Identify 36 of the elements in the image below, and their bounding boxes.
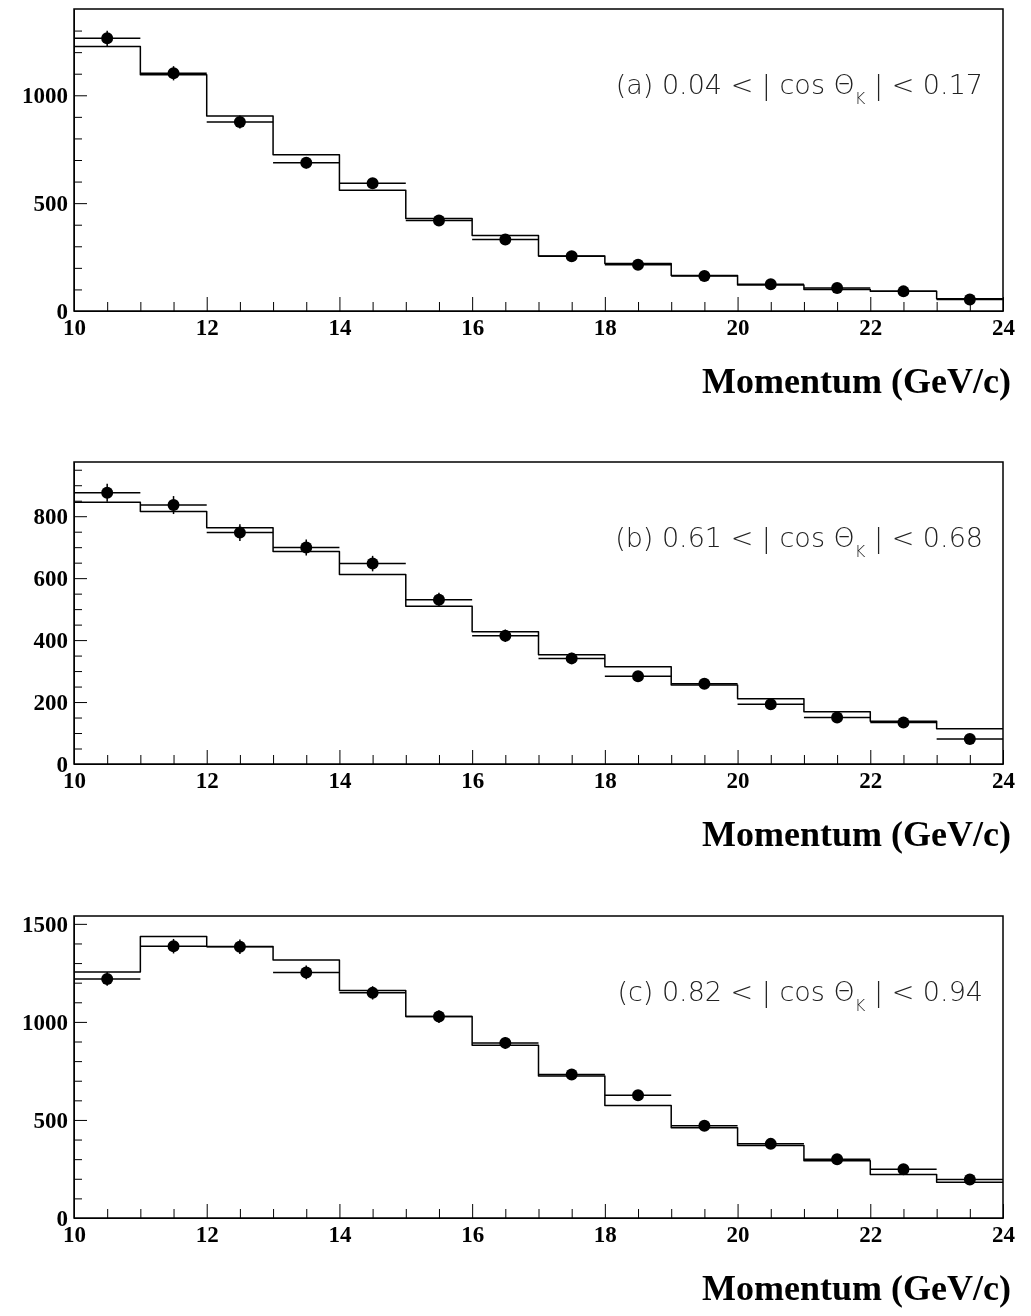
annotation: (a) 0.04 < | cos Θ$_{K}$ | < 0.17 [615, 69, 983, 108]
x-axis-title: Momentum (GeV/c) [702, 814, 1011, 854]
y-tick-label: 200 [33, 689, 68, 715]
x-tick-label: 16 [461, 315, 485, 341]
x-tick-label: 18 [593, 768, 617, 794]
y-tick-label: 1000 [22, 83, 68, 109]
x-tick-label: 20 [726, 768, 750, 794]
x-tick-label: 12 [195, 315, 219, 341]
x-tick-label: 16 [461, 768, 485, 794]
x-tick-label: 24 [992, 768, 1016, 794]
x-tick-label: 20 [726, 315, 750, 341]
x-axis-title: Momentum (GeV/c) [702, 361, 1011, 401]
y-tick-label: 600 [33, 566, 68, 592]
y-tick-label: 500 [33, 191, 68, 216]
y-tick-label: 800 [33, 504, 68, 530]
x-tick-label: 14 [328, 315, 352, 341]
y-tick-label: 1000 [22, 1009, 68, 1035]
x-tick-label: 22 [859, 1222, 883, 1248]
x-tick-label: 24 [992, 315, 1016, 341]
x-tick-label: 14 [328, 768, 352, 794]
x-tick-label: 22 [859, 315, 883, 341]
annotation: (c) 0.82 < | cos Θ$_{K}$ | < 0.94 [617, 976, 983, 1015]
annotation: (b) 0.61 < | cos Θ$_{K}$ | < 0.68 [615, 522, 983, 561]
x-tick-label: 12 [195, 768, 219, 794]
y-tick-label: 500 [33, 1107, 68, 1133]
x-tick-label: 16 [461, 1222, 485, 1248]
x-tick-label: 18 [593, 1222, 617, 1248]
x-tick-label: 20 [726, 1222, 750, 1248]
x-axis-title: Momentum (GeV/c) [702, 1268, 1011, 1308]
x-tick-label: 24 [992, 1222, 1016, 1248]
x-tick-label: 22 [859, 768, 883, 794]
x-tick-label: 12 [195, 1222, 219, 1248]
y-tick-label: 1500 [22, 911, 68, 937]
x-tick-label: 14 [328, 1222, 352, 1248]
y-tick-label: 400 [33, 627, 68, 653]
x-tick-label: 18 [593, 315, 617, 341]
